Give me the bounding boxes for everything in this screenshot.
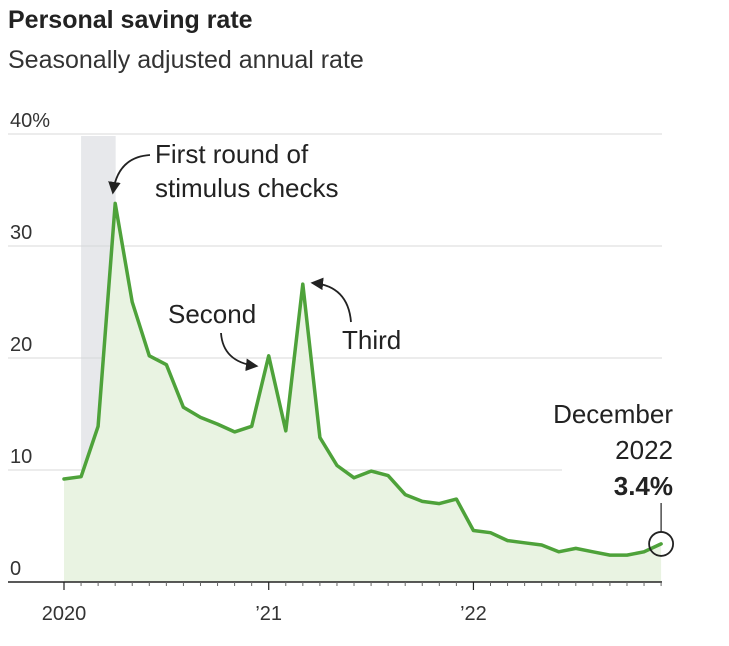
annotation-december-line1: December	[553, 399, 673, 429]
y-tick-label-20: 20	[10, 334, 32, 356]
annotation-first-round-line2: stimulus checks	[155, 173, 339, 203]
chart-title: Personal saving rate	[8, 6, 253, 34]
y-tick-label-40: 40%	[10, 110, 50, 132]
annotation-second: Second	[168, 299, 256, 329]
annotation-second-arrow	[220, 332, 259, 372]
annotation-december-line2: 2022	[615, 435, 673, 465]
annotation-december-value: 3.4%	[614, 471, 673, 501]
x-tick-label-2022-01: ’22	[460, 603, 487, 625]
series-area	[64, 203, 662, 582]
annotation-first-round-arrow	[108, 154, 151, 195]
chart-subtitle: Seasonally adjusted annual rate	[8, 46, 364, 74]
x-tick-label-2020-01: 2020	[42, 603, 87, 625]
annotation-first-round-line1: First round of	[155, 139, 309, 169]
y-tick-label-0: 0	[10, 558, 21, 580]
annotation-third-arrow	[310, 277, 352, 323]
y-tick-label-10: 10	[10, 446, 32, 468]
annotation-december-circle	[648, 531, 674, 557]
annotation-third: Third	[342, 325, 401, 355]
x-tick-label-2021-01: ’21	[255, 603, 282, 625]
y-tick-label-30: 30	[10, 222, 32, 244]
series-line	[62, 201, 663, 557]
